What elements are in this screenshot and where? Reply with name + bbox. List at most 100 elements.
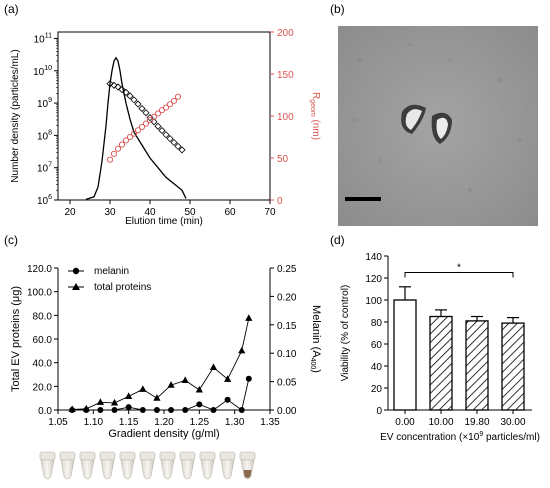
chart-a-x-tick-label: 30 xyxy=(104,207,116,218)
chart-a-diamond-point xyxy=(178,146,186,154)
tube-body xyxy=(120,459,135,480)
tube-cap xyxy=(79,451,96,461)
vesicle-icon xyxy=(401,104,426,134)
chart-d-axes: 0 20 40 60 80 100 120 140 0.00 10.00 19.80 30.00 xyxy=(365,252,526,428)
chart-c-melanin-point xyxy=(97,407,104,413)
chart-d-y-tick-label: 80 xyxy=(371,318,383,329)
chart-c-x-tick-label: 1.05 xyxy=(48,417,68,428)
chart-c-melanin-point xyxy=(153,407,160,413)
legend-marker-total-proteins xyxy=(72,283,80,290)
chart-a-y2-label: Rgeom (nm) xyxy=(309,92,321,140)
chart-a-y2-label-sub: geom xyxy=(309,99,316,117)
chart-c-y2-tick-label: 0.00 xyxy=(277,406,297,417)
chart-a-diamond-point xyxy=(154,122,162,130)
chart-a-axes: 20 30 40 50 60 701061071081091010101105010015… xyxy=(33,28,294,218)
chart-a-rgeom-point xyxy=(146,117,154,124)
chart-c-y2-tick-label: 0.05 xyxy=(277,378,297,389)
chart-c-x-tick-label: 1.25 xyxy=(190,417,210,428)
tube-cap xyxy=(239,451,256,461)
chart-d-y-tick-label: 100 xyxy=(365,296,382,307)
chart-c-melanin-point xyxy=(139,407,146,413)
chart-a-y-tick-base: 10 xyxy=(37,164,49,175)
chart-c-protein-line xyxy=(72,318,250,410)
tube-body xyxy=(60,459,75,480)
chart-d-y-tick-label: 120 xyxy=(365,274,382,285)
chart-a-y2-tick-label: 200 xyxy=(277,28,294,39)
chart-a-rgeom-point xyxy=(166,101,174,108)
tube-body xyxy=(220,459,235,480)
chart-a-x-tick-label: 70 xyxy=(264,207,276,218)
legend-label-melanin: melanin xyxy=(94,266,129,277)
chart-c-y2-label: Melanin (A400) xyxy=(309,305,322,373)
chart-c-protein-point xyxy=(245,314,253,321)
chart-a-diamond-point xyxy=(114,83,122,91)
tube-icon xyxy=(139,451,156,480)
chart-a-y-tick-label: 1011 xyxy=(34,32,52,45)
chart-c-melanin-point xyxy=(210,407,217,413)
chart-c-y2-tick-label: 0.20 xyxy=(277,292,297,303)
tube-cap xyxy=(59,451,76,461)
chart-a-x-tick-label: 60 xyxy=(224,207,236,218)
chart-a-y-tick-base: 10 xyxy=(37,99,49,110)
tube-cap xyxy=(219,451,236,461)
chart-a-rgeom-point xyxy=(130,130,138,137)
chart-a-y-tick-exp: 7 xyxy=(48,162,52,169)
chart-d-significance-bracket xyxy=(404,272,514,278)
chart-c-protein-point xyxy=(167,381,175,388)
chart-c-x-tick-label: 1.20 xyxy=(154,417,174,428)
chart-a-y-tick-label: 108 xyxy=(37,129,52,142)
chart-a-diamond-point xyxy=(174,142,182,150)
chart-a-rgeom-point xyxy=(150,113,158,120)
chart-a-y2-tick-label: 100 xyxy=(277,112,294,123)
chart-c-y-label: Total EV proteins (μg) xyxy=(10,286,22,392)
chart-c-y-tick-label: 0.0 xyxy=(38,406,52,417)
tube-cap xyxy=(179,451,196,461)
tube-icon xyxy=(119,451,136,480)
chart-c-protein-point xyxy=(125,392,133,399)
chart-c-melanin-point xyxy=(111,407,118,413)
chart-d-bar xyxy=(429,315,453,411)
chart-a-elution-profile: 20 30 40 50 60 701061071081091010101105010015… xyxy=(10,28,321,227)
chart-a-y-tick-base: 10 xyxy=(37,131,49,142)
tube-cap xyxy=(119,451,136,461)
chart-a-y-tick-label: 1010 xyxy=(33,65,52,78)
panel-label-b: (b) xyxy=(330,2,345,16)
chart-a-y2-label-main: R xyxy=(310,92,321,99)
chart-a-y-tick-exp: 11 xyxy=(45,32,52,39)
chart-a-y-tick-base: 10 xyxy=(37,196,49,207)
chart-a-y-tick-exp: 8 xyxy=(48,129,52,136)
chart-c-melanin-point xyxy=(196,401,203,408)
chart-a-rgeom-point xyxy=(114,145,122,152)
chart-a-rgeom-point xyxy=(126,133,134,141)
chart-a-y-tick-label: 107 xyxy=(37,162,52,175)
tube-icon xyxy=(219,451,236,480)
tube-body xyxy=(200,459,215,480)
chart-c-melanin-point xyxy=(125,404,132,411)
chart-c-protein-point xyxy=(96,398,104,405)
chart-a-rgeom-point xyxy=(138,123,146,130)
chart-a-rgeom-point xyxy=(170,97,178,104)
chart-a-rgeom-point xyxy=(154,110,162,117)
chart-c-x-tick-label: 1.30 xyxy=(225,417,245,428)
chart-c-x-tick-label: 1.15 xyxy=(119,417,139,428)
tube-icon xyxy=(39,451,56,480)
chart-a-y2-tick-label: 50 xyxy=(277,154,289,165)
chart-c-melanin-point xyxy=(238,407,245,413)
chart-d-y-tick-label: 140 xyxy=(365,252,382,263)
chart-d-y-tick-label: 60 xyxy=(371,340,383,351)
tube-icon xyxy=(59,451,76,480)
chart-a-y-tick-exp: 6 xyxy=(48,194,52,201)
chart-d-x-label-main: EV concentration (×10 xyxy=(380,432,480,443)
chart-a-y2-tick-label: 0 xyxy=(277,196,283,207)
chart-a-x-tick-label: 20 xyxy=(64,207,76,218)
chart-a-diamond-point xyxy=(142,109,150,117)
chart-a-y-tick-exp: 10 xyxy=(44,65,52,72)
chart-d-bar xyxy=(501,322,525,411)
chart-c-protein-point xyxy=(139,385,147,392)
chart-a-diamond-point xyxy=(170,138,178,147)
chart-c-y2-label-main: Melanin (A xyxy=(310,305,322,358)
chart-a-diamond-point xyxy=(150,118,158,126)
chart-a-y2-tick-label: 150 xyxy=(277,70,294,81)
